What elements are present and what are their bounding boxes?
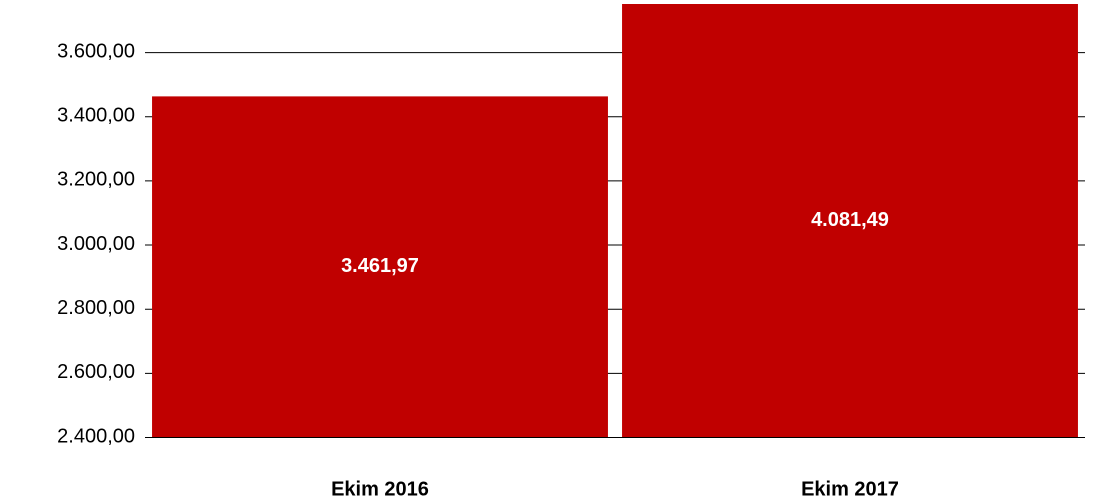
y-tick-label: 3.000,00: [57, 233, 135, 255]
x-tick-label: Ekim 2017: [801, 478, 899, 500]
y-tick-label: 3.200,00: [57, 169, 135, 191]
y-tick-label: 2.400,00: [57, 425, 135, 447]
y-tick-label: 3.400,00: [57, 105, 135, 127]
data-label: 4.081,49: [811, 209, 889, 231]
bar: [622, 4, 1078, 437]
y-tick-label: 2.800,00: [57, 297, 135, 319]
x-tick-label: Ekim 2016: [331, 478, 429, 500]
y-tick-label: 2.600,00: [57, 361, 135, 383]
y-tick-label: 3.600,00: [57, 40, 135, 62]
data-label: 3.461,97: [341, 255, 419, 277]
plot-area: [152, 4, 1078, 437]
bar: [152, 96, 608, 437]
